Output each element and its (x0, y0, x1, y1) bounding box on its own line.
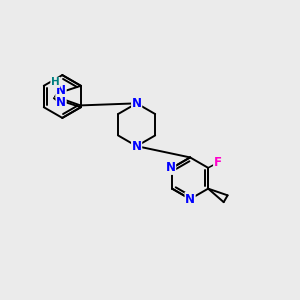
Text: N: N (185, 193, 195, 206)
Text: N: N (132, 97, 142, 110)
Text: N: N (56, 84, 66, 98)
Text: N: N (166, 161, 176, 174)
Text: F: F (214, 156, 222, 169)
Text: H: H (51, 77, 60, 87)
Text: N: N (56, 96, 66, 109)
Text: N: N (132, 140, 142, 153)
